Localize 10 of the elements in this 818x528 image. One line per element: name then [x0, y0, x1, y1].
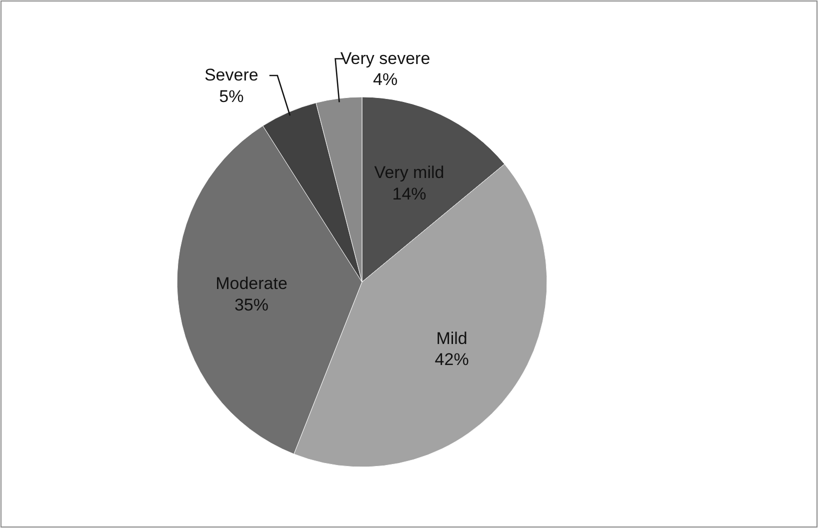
data-label: 42%: [434, 350, 469, 370]
slice-label: Severe: [204, 66, 258, 85]
data-label: 4%: [373, 70, 398, 90]
data-label: 35%: [234, 295, 269, 314]
slice-label: Very severe: [340, 48, 430, 68]
slice-label: Moderate: [216, 274, 288, 294]
slice-label: Mild: [436, 328, 468, 348]
data-label: 14%: [392, 184, 426, 204]
data-label: 5%: [219, 86, 244, 106]
slice-label: Very mild: [374, 163, 444, 182]
